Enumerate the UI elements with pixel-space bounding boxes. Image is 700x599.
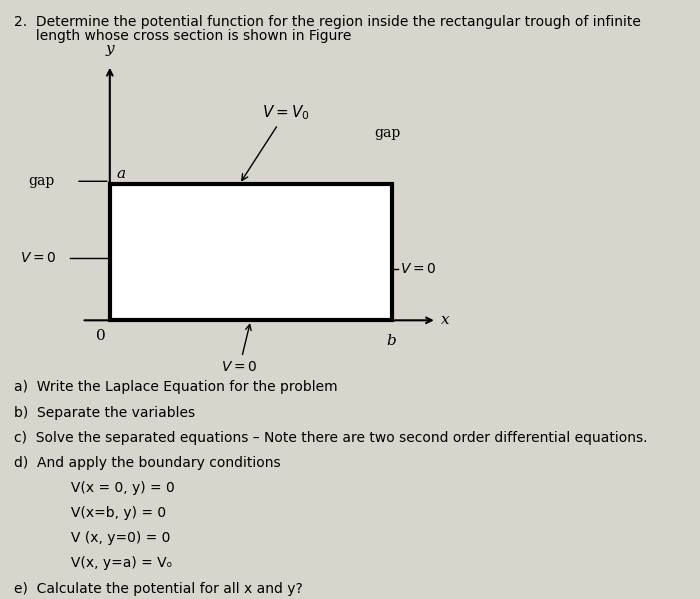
Text: b)  Separate the variables: b) Separate the variables — [14, 406, 195, 419]
Text: gap: gap — [28, 174, 55, 188]
Text: d)  And apply the boundary conditions: d) And apply the boundary conditions — [14, 456, 281, 470]
Text: 0: 0 — [96, 329, 105, 343]
Text: V(x, y=a) = Vₒ: V(x, y=a) = Vₒ — [49, 556, 172, 570]
Text: a)  Write the Laplace Equation for the problem: a) Write the Laplace Equation for the pr… — [14, 380, 337, 394]
Text: $V = 0$: $V = 0$ — [221, 325, 258, 374]
Text: x: x — [441, 313, 449, 327]
Text: y: y — [106, 43, 114, 56]
Text: $V = V_0$: $V = V_0$ — [241, 103, 309, 180]
Text: e)  Calculate the potential for all x and y?: e) Calculate the potential for all x and… — [14, 582, 302, 595]
Text: b: b — [387, 334, 396, 349]
Text: a: a — [117, 167, 126, 181]
Text: gap: gap — [374, 126, 401, 140]
Text: $V = 0$: $V = 0$ — [20, 251, 56, 265]
Text: length whose cross section is shown in Figure: length whose cross section is shown in F… — [14, 29, 351, 43]
Bar — [110, 184, 391, 320]
Text: V (x, y=0) = 0: V (x, y=0) = 0 — [49, 531, 170, 545]
Text: V(x = 0, y) = 0: V(x = 0, y) = 0 — [49, 481, 175, 495]
Text: V(x=b, y) = 0: V(x=b, y) = 0 — [49, 506, 166, 520]
Text: 2.  Determine the potential function for the region inside the rectangular troug: 2. Determine the potential function for … — [14, 15, 641, 29]
Text: $V = 0$: $V = 0$ — [400, 262, 436, 276]
Text: c)  Solve the separated equations – Note there are two second order differential: c) Solve the separated equations – Note … — [14, 431, 648, 444]
